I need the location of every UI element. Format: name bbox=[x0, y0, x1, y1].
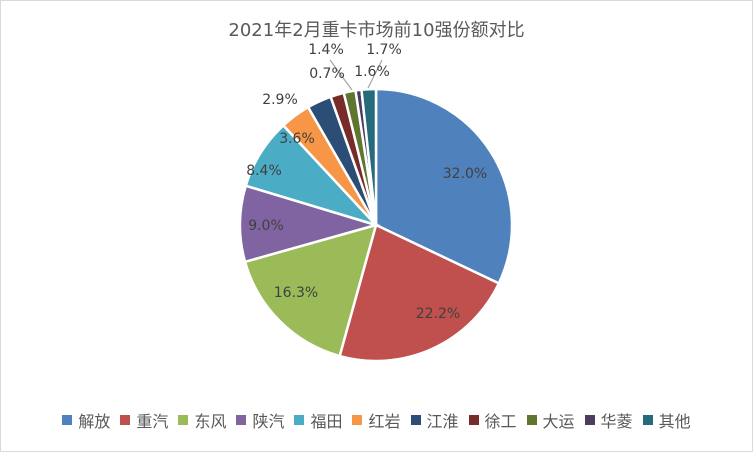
legend: 解放 重汽 东风 陕汽 福田 红岩 江淮 徐工 大运 华菱 其他 bbox=[0, 408, 753, 432]
legend-swatch-icon bbox=[584, 415, 595, 425]
legend-item: 陕汽 bbox=[236, 408, 284, 432]
legend-swatch-icon bbox=[468, 415, 479, 425]
chart-title: 2021年2月重卡市场前10强份额对比 bbox=[228, 20, 525, 41]
legend-label: 福田 bbox=[310, 412, 343, 431]
pie-slice-解放 bbox=[374, 87, 514, 286]
legend-swatch-icon bbox=[526, 415, 537, 425]
legend-item: 其他 bbox=[642, 408, 691, 432]
legend-label: 徐工 bbox=[484, 412, 517, 431]
legend-item: 大运 bbox=[526, 408, 575, 432]
pie-slice-东风 bbox=[243, 223, 378, 358]
legend-item: 徐工 bbox=[468, 408, 517, 432]
leader-line bbox=[367, 59, 383, 89]
legend-swatch-icon bbox=[120, 415, 131, 425]
data-label: 1.7% bbox=[366, 42, 402, 58]
data-label: 1.6% bbox=[354, 64, 390, 80]
legend-label: 江淮 bbox=[426, 412, 459, 431]
legend-swatch-icon bbox=[294, 415, 305, 425]
legend-swatch-icon bbox=[410, 415, 421, 425]
data-label: 16.3% bbox=[274, 285, 318, 301]
data-label: 0.7% bbox=[309, 66, 345, 82]
data-label: 1.4% bbox=[308, 42, 344, 58]
legend-item: 福田 bbox=[294, 408, 342, 432]
legend-label: 大运 bbox=[542, 412, 575, 431]
legend-item: 解放 bbox=[62, 408, 110, 432]
legend-swatch-icon bbox=[642, 415, 653, 425]
legend-swatch-icon bbox=[62, 415, 73, 425]
data-label: 22.2% bbox=[416, 306, 460, 322]
legend-swatch-icon bbox=[236, 415, 247, 425]
legend-label: 华菱 bbox=[600, 412, 633, 431]
data-label: 8.4% bbox=[246, 163, 282, 179]
legend-swatch-icon bbox=[178, 415, 189, 425]
legend-item: 重汽 bbox=[120, 408, 168, 432]
legend-label: 东风 bbox=[194, 412, 227, 431]
legend-item: 红岩 bbox=[352, 408, 401, 432]
leader-line bbox=[329, 59, 353, 91]
legend-label: 解放 bbox=[78, 412, 111, 431]
legend-swatch-icon bbox=[352, 415, 363, 425]
data-label: 9.0% bbox=[248, 218, 284, 234]
legend-label: 陕汽 bbox=[252, 412, 285, 431]
pie-slice-其他 bbox=[360, 87, 378, 226]
data-label: 2.9% bbox=[262, 92, 298, 108]
data-label: 3.6% bbox=[279, 131, 315, 147]
pie-slice-重汽 bbox=[338, 223, 501, 363]
legend-item: 江淮 bbox=[410, 408, 459, 432]
legend-label: 其他 bbox=[658, 412, 691, 431]
legend-item: 华菱 bbox=[584, 408, 633, 432]
legend-label: 重汽 bbox=[136, 412, 169, 431]
legend-label: 红岩 bbox=[368, 412, 401, 431]
legend-item: 东风 bbox=[178, 408, 226, 432]
data-label: 32.0% bbox=[443, 166, 487, 182]
